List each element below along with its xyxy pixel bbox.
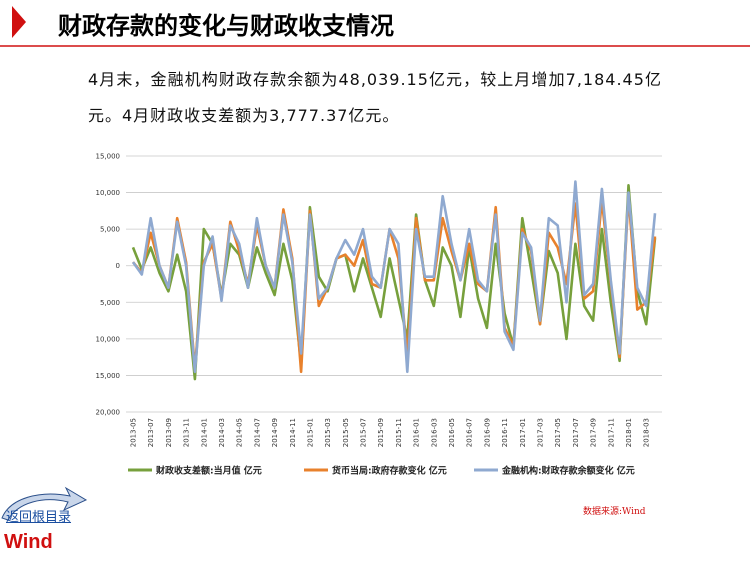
- x-tick-label: 2016-09: [483, 418, 491, 447]
- logo: Wind: [4, 531, 53, 553]
- title-arrow: [12, 6, 26, 38]
- series-line: [131, 180, 657, 374]
- y-tick-label: 15,000: [96, 153, 121, 161]
- x-tick-label: 2018-03: [643, 418, 651, 447]
- legend-label: 货币当局:政府存款变化 亿元: [332, 465, 447, 477]
- x-tick-label: 2014-03: [218, 418, 226, 447]
- x-tick-label: 2017-05: [554, 418, 562, 447]
- x-tick-label: 2014-11: [289, 418, 297, 447]
- x-tick-label: 2015-07: [360, 418, 368, 447]
- x-tick-label: 2013-05: [130, 418, 138, 447]
- x-tick-label: 2013-07: [147, 418, 155, 447]
- x-tick-label: 2016-07: [466, 418, 474, 447]
- x-tick-label: 2017-01: [519, 418, 527, 447]
- summary-text: 4月末，金融机构财政存款余额为48,039.15亿元，较上月增加7,184.45…: [88, 70, 662, 125]
- x-tick-label: 2013-09: [165, 418, 173, 447]
- x-tick-label: 2015-05: [342, 418, 350, 447]
- x-tick-label: 2013-11: [183, 418, 191, 447]
- x-tick-label: 2014-07: [253, 418, 261, 447]
- x-tick-label: 2015-09: [377, 418, 385, 447]
- x-tick-label: 2017-07: [572, 418, 580, 447]
- y-tick-label: 20,000: [96, 409, 121, 417]
- x-tick-label: 2017-11: [607, 418, 615, 447]
- x-tick-label: 2016-05: [448, 418, 456, 447]
- x-tick-label: 2016-11: [501, 418, 509, 447]
- x-tick-label: 2014-09: [271, 418, 279, 447]
- x-tick-label: 2015-01: [306, 418, 314, 447]
- y-tick-label: 10,000: [96, 335, 121, 343]
- x-tick-label: 2014-05: [236, 418, 244, 447]
- y-tick-label: 0: [116, 262, 120, 270]
- back-link[interactable]: 返回根目录: [6, 510, 72, 525]
- y-tick-label: 5,000: [100, 226, 120, 234]
- x-tick-label: 2015-11: [395, 418, 403, 447]
- title: 财政存款的变化与财政收支情况: [58, 12, 394, 40]
- source-note: 数据来源:Wind: [583, 507, 646, 517]
- x-tick-label: 2017-09: [590, 418, 598, 447]
- y-tick-label: 15,000: [96, 372, 121, 380]
- x-tick-label: 2017-03: [536, 418, 544, 447]
- x-tick-label: 2018-01: [625, 418, 633, 447]
- x-tick-label: 2014-01: [200, 418, 208, 447]
- back-icon: [1, 486, 88, 521]
- x-tick-label: 2015-03: [324, 418, 332, 447]
- y-tick-label: 10,000: [96, 189, 121, 197]
- x-tick-label: 2016-01: [413, 418, 421, 447]
- y-tick-label: 5,000: [100, 299, 120, 307]
- x-tick-label: 2016-03: [430, 418, 438, 447]
- legend-label: 金融机构:财政存款余额变化 亿元: [501, 465, 635, 477]
- legend-label: 财政收支差额:当月值 亿元: [155, 465, 262, 477]
